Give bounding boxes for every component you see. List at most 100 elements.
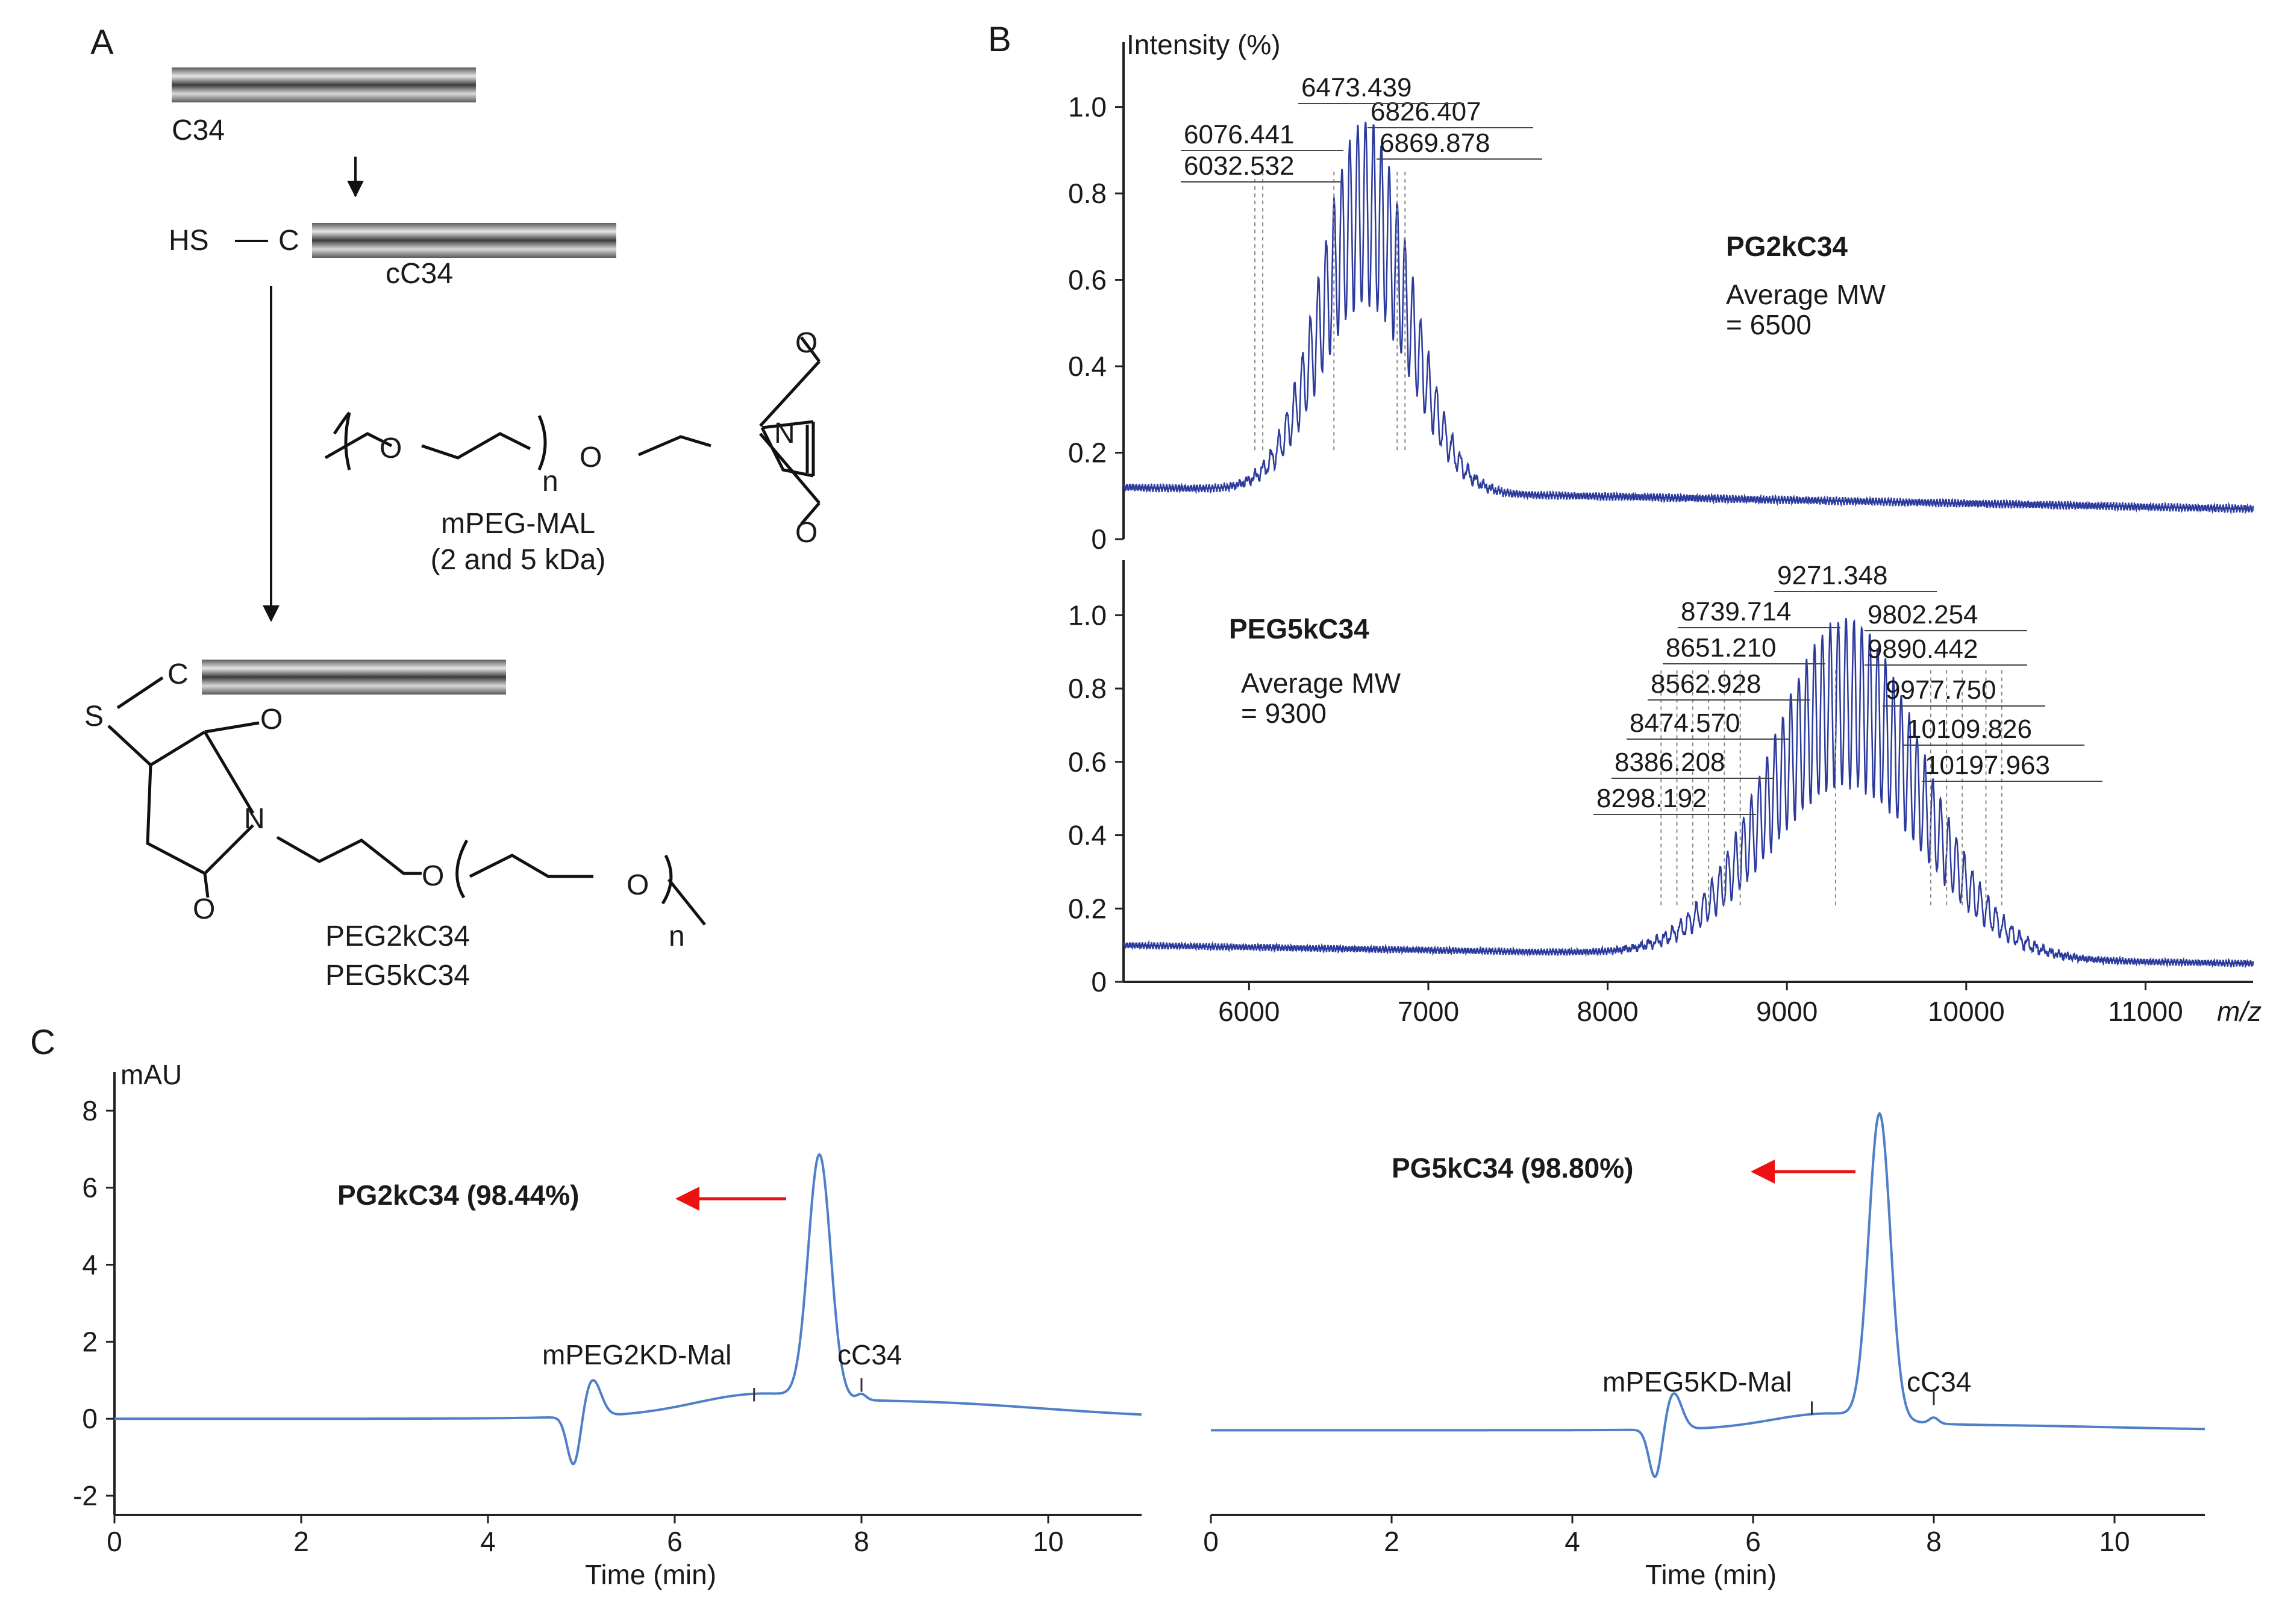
peak-label: 6826.407: [1371, 97, 1481, 126]
hplc-right-marker-label: mPEG5KD-Mal: [1602, 1366, 1792, 1398]
peak-label: 8739.714: [1681, 597, 1792, 626]
ms-top-peak-markers: [1254, 172, 1406, 453]
peak-label: 10197.963: [1925, 751, 2050, 780]
ms-top-avg-value: = 6500: [1726, 309, 1812, 340]
maleimide-n: N: [774, 417, 795, 449]
thiol-label: HS: [169, 225, 209, 257]
repeat-n-1: n: [542, 466, 558, 498]
y-tick-label: 0: [82, 1403, 98, 1434]
cc34-peptide-bar: [312, 223, 616, 258]
y-tick-label: 0.2: [1068, 437, 1107, 469]
y-tick-label: 0: [1091, 966, 1107, 998]
hplc-right-x-axis-label: Time (min): [1645, 1559, 1777, 1590]
succinimide-o-1: O: [260, 704, 283, 735]
x-tick-label: 6: [1745, 1526, 1761, 1557]
y-tick-label: 6: [82, 1172, 98, 1204]
x-tick-label: 10: [1033, 1526, 1063, 1557]
cys-label: C: [278, 225, 299, 257]
ms-bottom-title: PEG5kC34: [1229, 613, 1369, 645]
panel-label-b: B: [988, 20, 1011, 59]
x-tick-label: 6000: [1218, 996, 1280, 1027]
y-tick-label: 0.8: [1068, 673, 1107, 704]
peak-label: 8386.208: [1615, 748, 1725, 777]
peak-label: 9890.442: [1868, 634, 1978, 664]
x-tick-label: 2: [293, 1526, 309, 1557]
ms-bottom-chart: 0 0.2 0.4 0.6 0.8 1.0 6000 7000 8000 9000 10000 11…: [1068, 560, 2262, 1027]
y-tick-label: 0.6: [1068, 746, 1107, 778]
ms-bottom-label-rules: [1593, 591, 2102, 815]
reagent-name: mPEG-MAL: [441, 508, 595, 540]
y-tick-label: 0.2: [1068, 893, 1107, 924]
ms-top-avg-label: Average MW: [1726, 279, 1886, 310]
ms-bottom-avg-value: = 9300: [1241, 698, 1327, 729]
panel-label-c: C: [30, 1023, 55, 1062]
mpeg-mal-structure: [324, 336, 821, 525]
y-tick-label: 1.0: [1068, 92, 1107, 123]
hplc-panel: C mAU -2 0 2 4 6 8 0 2 4 6 8 10 Time (min) PG2kC34…: [30, 1023, 2205, 1590]
ms-y-axis-label: Intensity (%): [1127, 29, 1281, 60]
succinimide-n: N: [244, 803, 265, 835]
x-tick-label: 6: [667, 1526, 683, 1557]
ms-bottom-trace: [1122, 618, 2254, 969]
product-peptide-bar: [202, 660, 506, 695]
x-tick-label: 4: [480, 1526, 496, 1557]
product-1-label: PEG2kC34: [325, 920, 470, 952]
hplc-right-annotation: PG5kC34 (98.80%): [1392, 1152, 1633, 1184]
peak-label: 9977.750: [1886, 675, 1996, 705]
x-tick-label: 10000: [1928, 996, 2005, 1027]
hplc-left-trace: [114, 1152, 1142, 1466]
x-tick-label: 9000: [1756, 996, 1818, 1027]
ms-top-title: PG2kC34: [1726, 231, 1848, 262]
ms-top-peak-labels: 6473.439 6826.407 6076.441 6869.878 6032…: [1184, 73, 1490, 181]
y-tick-label: 0.4: [1068, 351, 1107, 382]
peak-label: 6076.441: [1184, 120, 1295, 149]
x-tick-label: 8: [1926, 1526, 1942, 1557]
thioether-s: S: [84, 701, 104, 732]
peak-label: 6032.532: [1184, 151, 1295, 181]
x-tick-label: 8: [854, 1526, 869, 1557]
peak-label: 9802.254: [1868, 600, 1978, 629]
carbonyl-o-2: O: [795, 517, 817, 549]
x-tick-label: 11000: [2108, 996, 2183, 1027]
ether-o-1: O: [380, 433, 402, 464]
hplc-left-chart: mAU -2 0 2 4 6 8 0 2 4 6 8 10 Time (min) PG2kC34 (…: [73, 1059, 1142, 1590]
y-tick-label: 4: [82, 1249, 98, 1281]
ms-x-ticks: 6000 7000 8000 9000 10000 11000: [1218, 982, 2183, 1027]
panel-label-a: A: [90, 23, 114, 62]
succinimide-structure: [107, 676, 706, 926]
y-tick-label: 0: [1091, 523, 1107, 555]
ms-panel: B Intensity (%) 0 0.2 0.4 0.6 0.8 1.0 6473.43…: [988, 20, 2262, 1027]
hplc-right-marker-label: cC34: [1907, 1366, 1971, 1398]
reagent-sizes: (2 and 5 kDa): [431, 544, 606, 576]
product-ether-o-1: O: [422, 860, 444, 892]
ms-top-chart: Intensity (%) 0 0.2 0.4 0.6 0.8 1.0 6473.439 …: [1068, 29, 2254, 555]
peak-label: 8298.192: [1596, 784, 1707, 813]
x-tick-label: 8000: [1577, 996, 1638, 1027]
hplc-left-marker-label: cC34: [837, 1339, 902, 1370]
product-ether-o-2: O: [627, 869, 649, 901]
carbonyl-o-1: O: [795, 327, 817, 359]
ms-bottom-y-ticks: 0 0.2 0.4 0.6 0.8 1.0: [1068, 599, 1124, 998]
ms-x-axis-label: m/z: [2217, 996, 2262, 1027]
y-tick-label: -2: [73, 1480, 98, 1511]
ms-top-y-ticks: 0 0.2 0.4 0.6 0.8 1.0: [1068, 92, 1124, 555]
hplc-left-x-axis-label: Time (min): [585, 1559, 716, 1590]
repeat-n-2: n: [669, 920, 685, 952]
y-tick-label: 2: [82, 1326, 98, 1357]
x-tick-label: 0: [107, 1526, 122, 1557]
ms-bottom-peak-markers: [1660, 670, 2002, 909]
ms-bottom-peak-labels: 9271.348 8739.714 9802.254 8651.210 9890…: [1596, 561, 2050, 813]
peak-label: 9271.348: [1777, 561, 1888, 590]
ether-o-2: O: [580, 442, 602, 473]
x-tick-label: 4: [1565, 1526, 1580, 1557]
ms-top-trace: [1122, 122, 2254, 515]
hplc-right-x-ticks: 0 2 4 6 8 10: [1203, 1515, 2130, 1557]
scheme-panel: A C34 HS C cC34 O O n N O: [84, 23, 821, 992]
cc34-label: cC34: [386, 258, 453, 290]
x-tick-label: 7000: [1398, 996, 1459, 1027]
y-tick-label: 1.0: [1068, 599, 1107, 631]
hplc-right-chart: 0 2 4 6 8 10 Time (min) PG5kC34 (98.80%) mPEG…: [1203, 1111, 2205, 1590]
peak-label: 10109.826: [1907, 714, 2032, 744]
x-tick-label: 10: [2099, 1526, 2130, 1557]
